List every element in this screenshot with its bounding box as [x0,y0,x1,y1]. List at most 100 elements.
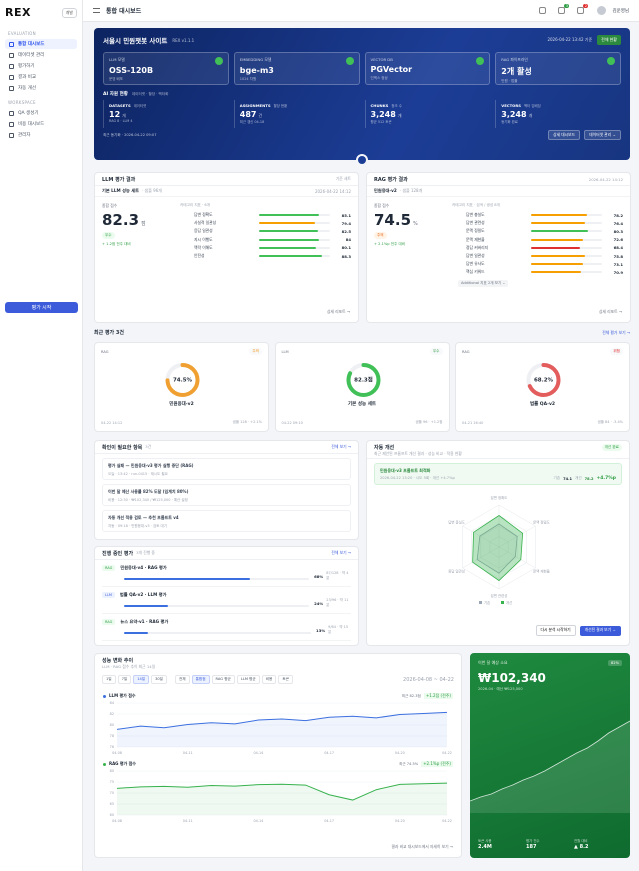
m-track [259,222,330,225]
btn-light[interactable]: 다시 분석 시작하기 [535,625,576,636]
row: 다시 분석 시작하기 개선된 결과 보기 → [535,625,621,636]
m-val: 79.4 [341,220,351,226]
c-link[interactable]: 상세 리포트 → [326,309,350,314]
nav-item[interactable]: QA 생성기 [5,108,77,118]
sec-link[interactable]: 전체 보기 → [331,444,351,449]
nav-item[interactable]: 관리자 [5,130,77,140]
dot [103,762,106,766]
m-name: 핵심 키워드 [466,269,485,275]
model-note: 운영 배포 [109,77,123,81]
chart-title: RAG 평가 점수 최근 74.5% +2.1%p (전주) [95,761,461,767]
m-val: 72.6 [613,237,623,243]
nav-label: 비용 대시보드 [18,122,45,127]
nav-label: 평가하기 [18,64,35,69]
nav-item[interactable]: 데이터셋 관리 [5,50,77,60]
cost-sub: 2026-04 · 예산 ₩125,000 [478,687,523,691]
m-val: 70.9 [613,269,623,275]
m-name: 답변 유사도 [466,261,485,267]
res-label2: 벡터 임베딩 [524,104,541,108]
nav-item[interactable]: 결과 비교 [5,72,77,82]
stat-value: ▲ 8.2 [574,844,589,850]
pg-item: RAG 뉴스 요약-v1 · RAG 평가 13% 9/64 · 약 15분 [102,614,351,641]
nav-item[interactable]: 통합 대시보드 [5,39,77,49]
chart-latest: 최근 74.5% [399,761,419,766]
m-row: 답변 관련성 76.4 [452,219,623,227]
m-row: 사실적 일관성 79.4 [180,219,351,227]
top-icon: 3 [558,4,570,14]
res-unit: 개 [528,113,533,118]
m-track [531,214,602,217]
nav-item[interactable]: 자동 개선 [5,83,77,93]
muted: 3건 [145,444,152,449]
ring-arc [346,363,380,397]
res-value: 487 건 [240,110,355,119]
cost-stat: 전월 대비 ▲ 8.2 [574,838,622,850]
m-name: 정답 커버리지 [466,244,489,250]
cta[interactable]: 평가 시작 [5,302,78,313]
hero-btn[interactable]: 전체 현황 [597,35,621,45]
ring-label: 68.2% [534,378,554,384]
sec-link[interactable]: 전체 보기 → [331,550,351,555]
model-value: OSS-120B [109,66,154,75]
nav-section: EVALUATION [8,31,36,36]
env-badge: 개발 [61,7,77,18]
radar-label: 답변 충실도 [448,520,465,525]
card: RAG 위험 68.2% 법률 QA-v2 04-21 16:40 샘플 84 · -3.… [455,342,630,432]
model: EMBEDDING 모델 bge-m3 1024 차원 [233,52,360,85]
m-val: 80.3 [613,228,623,234]
tab: 7일 [117,675,132,684]
tab: 비용 [261,675,277,684]
nav-icon [9,132,14,138]
btn-blue[interactable]: 개선된 결과 보기 → [579,625,621,636]
chart-name: RAG 평가 점수 [109,761,136,766]
c-link[interactable]: 결과 비교 대시보드에서 자세히 보기 → [391,844,453,849]
pill: 주의 [374,232,387,239]
pill: 개선 완료 [601,444,622,451]
logo-row: REX 개발 [5,6,77,19]
x-tick-label: 04-11 [183,751,193,755]
m-track [531,255,602,258]
cost-area [470,721,630,813]
rc-top: RAG 위험 [456,343,629,360]
sec-link[interactable]: 전체 평가 보기 → [602,329,630,335]
rc-foot: 04-22 14:12 샘플 128 · +2.1% [101,420,262,425]
res-note: 평균 512 토큰 [370,120,392,124]
rc-meta: 샘플 84 · -3.4% [597,420,624,424]
m-track [531,271,602,274]
res-label: VECTORS 벡터 임베딩 [501,103,616,108]
y-tick-label: 80 [110,723,114,727]
rc-top: LLM 우수 [276,343,449,360]
muted: 2026-04-08 ~ 04-22 [403,676,454,683]
ring-label: 82.3점 [354,376,373,384]
stat-value: 2.4M [478,844,492,850]
hero: 서울시 민원챗봇 사이트 REX v1.1.1 2026-04-22 13:42 기… [94,28,630,166]
pg-tag: LLM [102,592,115,598]
m-bar [259,222,316,225]
score-delta: + 1.2점 전주 대비 [102,242,131,246]
c-link[interactable]: 상세 리포트 → [598,309,622,314]
x-tick-label: 04-17 [324,751,334,755]
nav-item[interactable]: 평가하기 [5,61,77,71]
y-tick-label: 65 [110,802,114,806]
card: LLM 우수 82.3점 기본 성능 세트 04-22 09:10 샘플 96 · +1.… [274,342,450,432]
res: ASSIGNMENTS 할당 현황 487 건 최근 갱신 04-18 [233,100,360,128]
model-note: 민원 · 법률 [501,79,518,83]
ghost[interactable]: 상세 대시보드 [548,130,581,140]
m-bar [531,263,583,266]
m-track [531,263,602,266]
m-bar [259,214,320,217]
nav-icon [9,74,14,80]
logo: REX [5,6,31,19]
top-badge: 3 [564,4,570,8]
c-title: 확인이 필요한 항목 [102,444,143,451]
head-stack: 성능 변화 추이 LLM · RAG 점수 추이 최근 14일 [102,657,155,670]
rc-date: 04-22 14:12 [101,420,123,425]
ghost[interactable]: 데이터셋 관리 → [584,130,621,140]
menu-icon [93,8,100,13]
x-tick-label: 04-20 [395,751,405,755]
pill: 주의 [249,348,262,355]
area [117,783,447,815]
nav-item[interactable]: 비용 대시보드 [5,119,77,129]
rc-meta: 샘플 96 · +1.2점 [415,420,443,424]
